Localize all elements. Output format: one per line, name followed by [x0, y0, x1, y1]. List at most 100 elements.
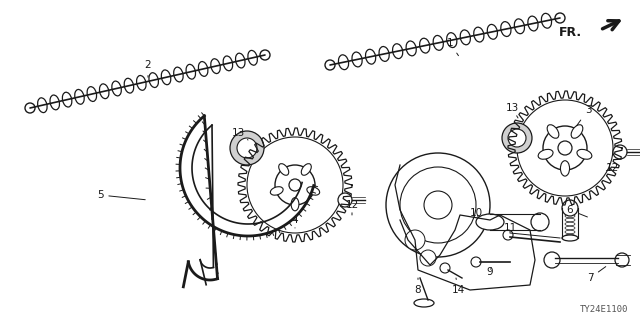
Ellipse shape — [565, 206, 575, 210]
Circle shape — [543, 126, 587, 170]
Circle shape — [558, 141, 572, 155]
Ellipse shape — [75, 90, 84, 104]
Ellipse shape — [561, 161, 570, 176]
Circle shape — [424, 191, 452, 219]
Circle shape — [325, 60, 335, 70]
Ellipse shape — [487, 24, 497, 39]
Ellipse shape — [365, 49, 376, 64]
Ellipse shape — [562, 235, 578, 241]
Polygon shape — [238, 128, 352, 242]
Text: 10: 10 — [469, 208, 483, 218]
Circle shape — [230, 131, 264, 165]
Text: 7: 7 — [587, 267, 605, 283]
Polygon shape — [508, 91, 622, 205]
Ellipse shape — [565, 218, 575, 222]
Ellipse shape — [291, 197, 299, 211]
Circle shape — [503, 230, 513, 240]
Text: 13: 13 — [232, 128, 248, 140]
Ellipse shape — [198, 61, 208, 76]
Circle shape — [544, 252, 560, 268]
Ellipse shape — [406, 41, 416, 56]
Ellipse shape — [474, 27, 484, 42]
Ellipse shape — [173, 67, 183, 82]
Ellipse shape — [223, 56, 233, 71]
Ellipse shape — [500, 22, 511, 36]
Circle shape — [471, 257, 481, 267]
Ellipse shape — [565, 234, 575, 238]
Ellipse shape — [278, 164, 289, 175]
Ellipse shape — [38, 98, 47, 113]
Circle shape — [237, 138, 257, 158]
Circle shape — [420, 250, 436, 266]
Circle shape — [615, 253, 629, 267]
Ellipse shape — [136, 76, 146, 90]
Ellipse shape — [565, 230, 575, 234]
Circle shape — [440, 263, 450, 273]
Text: 8: 8 — [415, 278, 421, 295]
Text: 14: 14 — [451, 278, 465, 295]
Ellipse shape — [565, 222, 575, 226]
Text: TY24E1100: TY24E1100 — [580, 305, 628, 314]
Circle shape — [386, 153, 490, 257]
Ellipse shape — [571, 125, 583, 138]
Ellipse shape — [50, 95, 60, 110]
Ellipse shape — [433, 36, 444, 50]
Circle shape — [260, 50, 270, 60]
Ellipse shape — [124, 78, 134, 93]
Circle shape — [338, 193, 352, 207]
Text: 12: 12 — [605, 163, 619, 173]
Ellipse shape — [476, 214, 504, 230]
Circle shape — [502, 123, 532, 153]
Circle shape — [613, 145, 627, 159]
Ellipse shape — [420, 38, 430, 53]
Ellipse shape — [248, 51, 257, 65]
Ellipse shape — [211, 59, 220, 74]
Ellipse shape — [541, 13, 552, 28]
Text: 3: 3 — [577, 105, 591, 126]
Text: 4: 4 — [292, 215, 298, 228]
Ellipse shape — [112, 81, 122, 96]
Text: 11: 11 — [504, 223, 516, 233]
Ellipse shape — [149, 73, 159, 87]
Text: 1: 1 — [447, 38, 458, 56]
Ellipse shape — [339, 55, 349, 70]
Ellipse shape — [161, 70, 171, 85]
Circle shape — [531, 213, 549, 231]
Circle shape — [25, 103, 35, 113]
Ellipse shape — [62, 92, 72, 107]
Text: 2: 2 — [145, 60, 151, 77]
Circle shape — [275, 165, 315, 205]
Ellipse shape — [392, 44, 403, 59]
Circle shape — [555, 13, 565, 23]
Ellipse shape — [186, 64, 196, 79]
Ellipse shape — [515, 19, 525, 34]
Ellipse shape — [565, 214, 575, 218]
Circle shape — [289, 179, 301, 191]
Text: 5: 5 — [97, 190, 145, 200]
Ellipse shape — [447, 33, 457, 48]
Circle shape — [508, 129, 526, 147]
Ellipse shape — [565, 210, 575, 214]
Ellipse shape — [270, 187, 283, 195]
Ellipse shape — [99, 84, 109, 99]
Ellipse shape — [538, 149, 553, 159]
Ellipse shape — [379, 46, 389, 61]
Text: 12: 12 — [346, 200, 358, 215]
Ellipse shape — [528, 16, 538, 31]
Circle shape — [400, 167, 476, 243]
Ellipse shape — [565, 226, 575, 230]
Ellipse shape — [307, 187, 319, 195]
Text: FR.: FR. — [559, 26, 582, 38]
Text: 9: 9 — [486, 267, 493, 277]
Ellipse shape — [547, 125, 559, 138]
Circle shape — [517, 100, 613, 196]
Ellipse shape — [236, 53, 245, 68]
Circle shape — [247, 137, 343, 233]
Circle shape — [562, 200, 578, 216]
Text: 13: 13 — [506, 103, 518, 118]
Ellipse shape — [414, 299, 434, 307]
Ellipse shape — [460, 30, 470, 45]
Ellipse shape — [87, 87, 97, 101]
Text: 6: 6 — [566, 205, 588, 217]
Ellipse shape — [577, 149, 592, 159]
